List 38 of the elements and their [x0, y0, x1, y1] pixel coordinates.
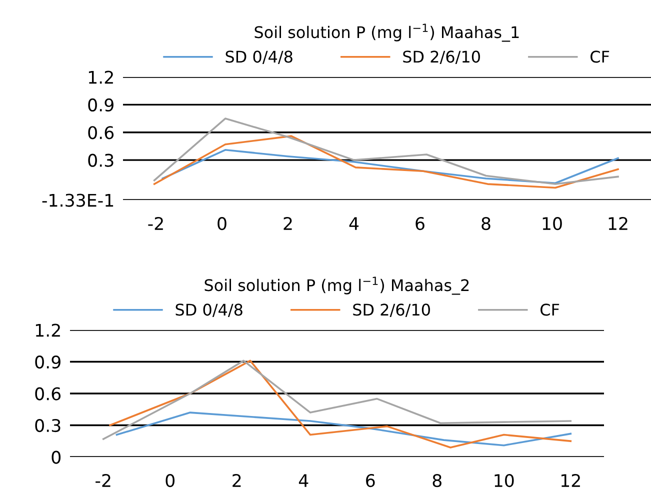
- y-tick-label: 1.2: [36, 324, 60, 337]
- line-series: [153, 135, 619, 189]
- x-tick-label: -2: [96, 474, 110, 487]
- legend-label: SD 2/6/10: [403, 50, 480, 64]
- x-tick-label: 6: [366, 474, 375, 488]
- legend-label: CF: [590, 50, 610, 63]
- x-tick-label: 4: [298, 474, 308, 487]
- y-tick-label: 0.6: [88, 126, 114, 140]
- x-tick-label: 12: [608, 216, 628, 230]
- x-tick-label: -2: [148, 216, 163, 230]
- chart-title: Soil solution P (mg l$^{−1}$) Maahas_1: [254, 24, 519, 42]
- x-tick-label: 0: [166, 474, 174, 488]
- y-tick-label: 0.6: [35, 387, 61, 400]
- y-tick-label: 1.2: [88, 70, 113, 84]
- y-tick-label: 0.9: [88, 98, 114, 112]
- line-series: [116, 412, 572, 446]
- x-tick-label: 4: [349, 217, 359, 230]
- legend-label: SD 2/6/10: [353, 304, 430, 317]
- x-tick-label: 8: [432, 474, 442, 488]
- legend-label: SD 0/4/8: [176, 304, 242, 317]
- y-tick-label: 0.3: [35, 418, 60, 432]
- x-tick-label: 6: [416, 216, 424, 230]
- y-tick-label: -1.33E-1: [42, 194, 114, 207]
- x-tick-label: 12: [561, 474, 580, 487]
- y-tick-label: 0.9: [35, 355, 60, 369]
- y-tick-label: 0.3: [88, 154, 114, 167]
- y-tick-label: 0: [52, 450, 61, 464]
- x-tick-label: 10: [494, 474, 514, 488]
- chart-title: Soil solution P (mg l$^{−1}$) Maahas_2: [204, 276, 469, 295]
- line-series: [153, 118, 619, 185]
- x-tick-label: 0: [218, 216, 226, 230]
- x-tick-label: 2: [284, 216, 292, 230]
- x-tick-label: 2: [232, 474, 241, 487]
- line-series: [162, 148, 619, 184]
- legend-label: SD 0/4/8: [226, 50, 292, 64]
- x-tick-label: 8: [482, 216, 490, 230]
- legend-label: CF: [540, 304, 560, 316]
- x-tick-label: 10: [542, 216, 562, 230]
